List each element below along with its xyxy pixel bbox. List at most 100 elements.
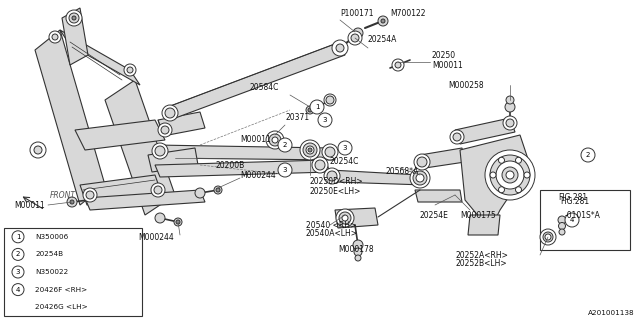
Circle shape [502,167,518,183]
Circle shape [336,209,354,227]
Text: FIG.281: FIG.281 [558,194,587,203]
Text: 20200B: 20200B [215,161,244,170]
Text: M00011: M00011 [14,202,45,211]
Circle shape [308,148,312,152]
Polygon shape [75,120,165,150]
Circle shape [12,284,24,296]
Circle shape [450,130,464,144]
Circle shape [155,146,165,156]
Circle shape [324,168,340,184]
Polygon shape [420,148,465,168]
Circle shape [176,220,180,224]
Polygon shape [85,190,205,210]
Circle shape [353,28,363,38]
Circle shape [545,234,551,240]
Circle shape [195,188,205,198]
Circle shape [496,161,524,189]
Circle shape [559,229,565,235]
Circle shape [216,188,220,192]
Text: 20252B<LH>: 20252B<LH> [455,260,507,268]
Circle shape [300,140,320,160]
Circle shape [152,143,168,159]
Polygon shape [335,208,378,228]
Text: M000258: M000258 [448,81,484,90]
Circle shape [306,146,314,154]
Polygon shape [155,160,330,177]
Text: FRONT: FRONT [50,190,76,199]
Text: M000178: M000178 [338,245,374,254]
Circle shape [327,171,337,181]
Circle shape [543,232,553,242]
Circle shape [515,157,522,163]
Circle shape [151,183,165,197]
Text: M700122: M700122 [390,10,426,19]
Circle shape [342,215,348,221]
Circle shape [410,168,430,188]
Circle shape [69,13,79,23]
Circle shape [155,213,165,223]
Text: 3: 3 [323,117,327,123]
Circle shape [515,187,522,193]
Text: M00011: M00011 [432,60,463,69]
Text: 20254B: 20254B [35,252,63,257]
Circle shape [381,19,385,23]
Polygon shape [460,135,530,230]
Circle shape [165,108,175,118]
Circle shape [86,191,94,199]
Circle shape [565,213,579,227]
Text: 20371: 20371 [285,114,309,123]
Circle shape [414,154,430,170]
Circle shape [154,186,162,194]
Circle shape [453,133,461,141]
Circle shape [312,157,328,173]
Circle shape [392,59,404,71]
Text: 20250: 20250 [432,51,456,60]
Circle shape [72,16,76,20]
Text: FIG.281: FIG.281 [560,197,589,206]
Text: 20252A<RH>: 20252A<RH> [455,251,508,260]
Circle shape [127,67,133,73]
Text: 3: 3 [343,145,348,151]
Text: 2: 2 [16,252,20,257]
Text: M000244: M000244 [240,171,276,180]
Circle shape [303,143,317,157]
Circle shape [505,102,515,112]
Circle shape [490,172,496,178]
Text: 4: 4 [16,287,20,292]
Text: M000244: M000244 [138,233,173,242]
Circle shape [338,141,352,155]
Circle shape [416,174,424,182]
Circle shape [332,40,348,56]
Circle shape [30,142,46,158]
Circle shape [351,34,359,42]
Text: 20250D<RH>: 20250D<RH> [310,178,364,187]
Text: 3: 3 [16,269,20,275]
Circle shape [315,160,325,170]
Circle shape [278,138,292,152]
Circle shape [52,34,58,40]
Polygon shape [155,145,335,160]
Text: P100171: P100171 [340,10,374,19]
Circle shape [503,116,517,130]
Circle shape [310,100,324,114]
Circle shape [308,108,312,112]
Text: 2: 2 [283,142,287,148]
Text: N350006: N350006 [35,234,68,240]
Bar [540,190,630,250]
Polygon shape [468,215,500,235]
Text: 3: 3 [283,167,287,173]
Circle shape [499,157,504,163]
Circle shape [322,144,338,160]
Circle shape [354,248,362,256]
Text: M000175: M000175 [460,211,496,220]
Circle shape [278,163,292,177]
Circle shape [324,94,336,106]
Circle shape [558,216,566,224]
Polygon shape [62,8,88,65]
Polygon shape [105,80,175,215]
Circle shape [66,10,82,26]
Circle shape [67,197,77,207]
Circle shape [266,131,284,149]
Circle shape [336,44,344,52]
Circle shape [353,240,363,250]
